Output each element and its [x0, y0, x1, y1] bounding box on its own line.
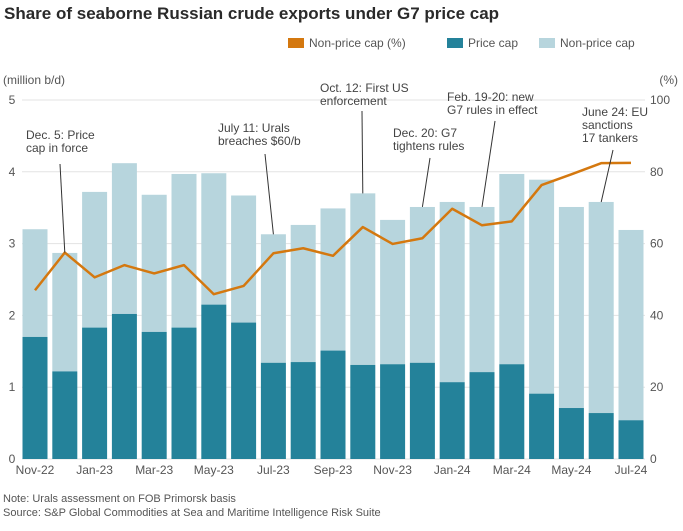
y-tick-right: 100: [650, 93, 670, 107]
x-tick-label: Jul-23: [257, 463, 290, 477]
legend-label: Price cap: [468, 36, 518, 50]
y-tick-left: 3: [9, 237, 16, 251]
annotation-leader: [601, 150, 613, 202]
bar-non-price-cap: [52, 253, 77, 371]
bar-non-price-cap: [321, 208, 346, 350]
bar-price-cap: [380, 364, 405, 459]
bar-non-price-cap: [112, 163, 137, 314]
y-tick-right: 20: [650, 380, 664, 394]
x-tick-label: May-24: [551, 463, 591, 477]
annotation-leader: [362, 111, 363, 193]
x-tick-label: Nov-22: [16, 463, 55, 477]
bar-price-cap: [291, 362, 316, 459]
bar-price-cap: [589, 413, 614, 459]
bar-price-cap: [440, 382, 465, 459]
y-tick-left: 2: [9, 308, 16, 322]
annotation-leader: [60, 164, 65, 253]
bar-price-cap: [529, 394, 554, 459]
x-tick-label: Jan-24: [434, 463, 471, 477]
y-tick-left: 4: [9, 165, 16, 179]
bar-non-price-cap: [499, 174, 524, 364]
y-tick-right: 0: [650, 452, 657, 466]
bar-price-cap: [201, 305, 226, 459]
annotation-line: Dec. 20: G7: [393, 126, 457, 140]
x-tick-label: Jan-23: [76, 463, 113, 477]
y-tick-right: 60: [650, 237, 664, 251]
footer-note: Note: Urals assessment on FOB Primorsk b…: [3, 493, 236, 505]
bar-non-price-cap: [529, 180, 554, 394]
bar-price-cap: [499, 364, 524, 459]
annotation-line: enforcement: [320, 94, 387, 108]
annotation-line: cap in force: [26, 141, 88, 155]
bar-non-price-cap: [350, 193, 375, 365]
bar-non-price-cap: [172, 174, 197, 328]
bar-non-price-cap: [589, 202, 614, 413]
x-tick-label: Mar-23: [135, 463, 173, 477]
bar-price-cap: [350, 365, 375, 459]
bar-price-cap: [82, 328, 107, 459]
bar-price-cap: [261, 363, 286, 459]
annotation-leader: [422, 158, 430, 207]
bar-non-price-cap: [291, 225, 316, 362]
bar-non-price-cap: [470, 207, 495, 372]
x-tick-label: Sep-23: [314, 463, 353, 477]
bar-non-price-cap: [142, 195, 167, 332]
annotation-line: G7 rules in effect: [447, 103, 538, 117]
bar-price-cap: [23, 337, 48, 459]
bar-non-price-cap: [619, 230, 644, 420]
legend-swatch: [539, 38, 555, 48]
bar-price-cap: [559, 408, 584, 459]
bar-price-cap: [619, 420, 644, 459]
x-tick-label: May-23: [194, 463, 234, 477]
annotation-leader: [265, 154, 273, 234]
y-axis-label-left: (million b/d): [3, 73, 65, 87]
x-tick-label: Mar-24: [493, 463, 531, 477]
annotation-line: July 11: Urals: [218, 121, 290, 135]
y-axis-label-right: (%): [659, 73, 678, 87]
bar-non-price-cap: [559, 207, 584, 408]
annotation-line: Feb. 19-20: new: [447, 90, 534, 104]
annotation-line: Dec. 5: Price: [26, 128, 95, 142]
bar-price-cap: [321, 351, 346, 459]
legend: Non-price cap (%) Price cap Non-price cap: [288, 36, 635, 50]
bar-price-cap: [410, 363, 435, 459]
bar-price-cap: [142, 332, 167, 459]
legend-swatch: [288, 38, 304, 48]
legend-swatch: [447, 38, 463, 48]
bar-price-cap: [470, 372, 495, 459]
bar-non-price-cap: [440, 202, 465, 382]
bar-non-price-cap: [23, 229, 48, 337]
annotation-line: sanctions: [582, 118, 633, 132]
annotation-leader: [482, 121, 495, 207]
x-tick-label: Nov-23: [373, 463, 412, 477]
bar-price-cap: [231, 323, 256, 459]
bar-price-cap: [52, 371, 77, 459]
chart-title: Share of seaborne Russian crude exports …: [4, 4, 499, 23]
y-tick-left: 1: [9, 380, 16, 394]
annotation-line: tightens rules: [393, 139, 464, 153]
footer-source: Source: S&P Global Commodities at Sea an…: [3, 507, 381, 519]
bar-non-price-cap: [82, 192, 107, 328]
y-tick-right: 40: [650, 308, 664, 322]
bar-price-cap: [112, 314, 137, 459]
legend-label: Non-price cap (%): [309, 36, 406, 50]
y-tick-left: 0: [9, 452, 16, 466]
annotation-line: June 24: EU: [582, 105, 648, 119]
y-tick-right: 80: [650, 165, 664, 179]
bar-non-price-cap: [231, 195, 256, 322]
y-tick-left: 5: [9, 93, 16, 107]
annotation-line: 17 tankers: [582, 131, 638, 145]
bar-price-cap: [172, 328, 197, 459]
x-tick-label: Jul-24: [615, 463, 648, 477]
annotation-line: breaches $60/b: [218, 134, 301, 148]
legend-label: Non-price cap: [560, 36, 635, 50]
annotation-line: Oct. 12: First US: [320, 81, 409, 95]
